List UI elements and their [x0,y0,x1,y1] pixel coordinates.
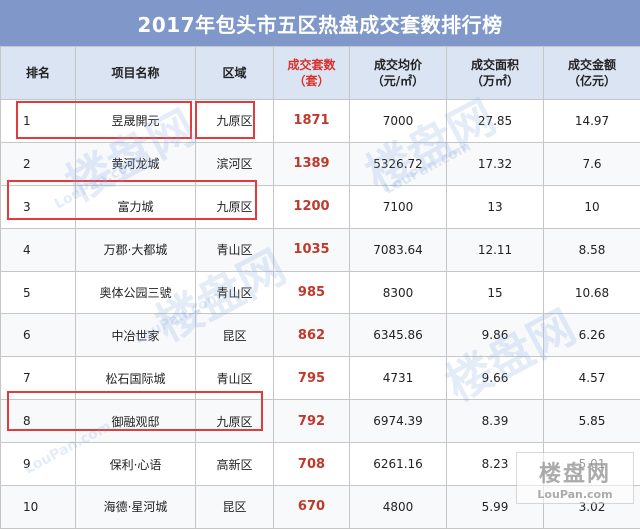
cell-project: 松石国际城 [76,357,196,400]
cell-price: 4800 [350,486,447,529]
cell-district: 九原区 [196,100,274,143]
cell-district: 青山区 [196,271,274,314]
cell-deals: 1389 [274,142,350,185]
header-rank: 排名 [1,47,76,100]
cell-price: 7100 [350,185,447,228]
cell-district: 青山区 [196,357,274,400]
cell-price: 7083.64 [350,228,447,271]
cell-amount: 5.85 [544,400,640,443]
table-row: 2 黄河龙城 滨河区 1389 5326.72 17.32 7.6 [1,142,640,185]
cell-amount: 6.26 [544,314,640,357]
cell-deals: 792 [274,400,350,443]
cell-area: 8.39 [447,400,544,443]
cell-area: 13 [447,185,544,228]
cell-deals: 985 [274,271,350,314]
cell-area: 9.86 [447,314,544,357]
cell-deals: 1200 [274,185,350,228]
cell-deals: 670 [274,486,350,529]
header-amount: 成交金额（亿元） [544,47,640,100]
header-price: 成交均价（元/㎡） [350,47,447,100]
cell-district: 青山区 [196,228,274,271]
cell-rank: 4 [1,228,76,271]
cell-rank: 5 [1,271,76,314]
cell-area: 9.66 [447,357,544,400]
header-project: 项目名称 [76,47,196,100]
cell-amount: 4.57 [544,357,640,400]
cell-area: 15 [447,271,544,314]
cell-project: 万郡·大都城 [76,228,196,271]
cell-area: 12.11 [447,228,544,271]
cell-district: 昆区 [196,314,274,357]
header-area: 成交面积（万㎡） [447,47,544,100]
cell-district: 九原区 [196,400,274,443]
cell-area: 17.32 [447,142,544,185]
cell-rank: 8 [1,400,76,443]
cell-amount: 10 [544,185,640,228]
header-row: 排名 项目名称 区域 成交套数（套） 成交均价（元/㎡） 成交面积（万㎡） 成交… [1,47,640,100]
cell-price: 4731 [350,357,447,400]
cell-amount: 10.68 [544,271,640,314]
cell-amount: 8.58 [544,228,640,271]
cell-deals: 708 [274,443,350,486]
header-deals: 成交套数（套） [274,47,350,100]
cell-rank: 1 [1,100,76,143]
cell-deals: 795 [274,357,350,400]
header-district: 区域 [196,47,274,100]
ranking-table-page: 2017年包头市五区热盘成交套数排行榜 排名 项目名称 区域 成交套数（套） 成… [0,0,640,518]
logo-url: LouPan.com [537,488,612,501]
table-row: 8 御融观邸 九原区 792 6974.39 8.39 5.85 [1,400,640,443]
cell-rank: 7 [1,357,76,400]
cell-project: 富力城 [76,185,196,228]
table-row: 3 富力城 九原区 1200 7100 13 10 [1,185,640,228]
table-row: 4 万郡·大都城 青山区 1035 7083.64 12.11 8.58 [1,228,640,271]
cell-price: 6261.16 [350,443,447,486]
cell-price: 6345.86 [350,314,447,357]
cell-rank: 10 [1,486,76,529]
loupan-logo: 楼盘网 LouPan.com [516,452,634,504]
cell-deals: 862 [274,314,350,357]
cell-project: 保利·心语 [76,443,196,486]
cell-project: 昱晟開元 [76,100,196,143]
cell-area: 27.85 [447,100,544,143]
cell-amount: 14.97 [544,100,640,143]
table-row: 7 松石国际城 青山区 795 4731 9.66 4.57 [1,357,640,400]
cell-project: 御融观邸 [76,400,196,443]
cell-rank: 6 [1,314,76,357]
cell-district: 九原区 [196,185,274,228]
table-title: 2017年包头市五区热盘成交套数排行榜 [0,0,640,46]
cell-project: 海德·星河城 [76,486,196,529]
cell-district: 高新区 [196,443,274,486]
table-row: 1 昱晟開元 九原区 1871 7000 27.85 14.97 [1,100,640,143]
cell-price: 8300 [350,271,447,314]
cell-project: 黄河龙城 [76,142,196,185]
table-row: 5 奥体公园三號 青山区 985 8300 15 10.68 [1,271,640,314]
cell-district: 昆区 [196,486,274,529]
cell-project: 中冶世家 [76,314,196,357]
cell-deals: 1035 [274,228,350,271]
logo-text: 楼盘网 [539,456,611,488]
cell-project: 奥体公园三號 [76,271,196,314]
cell-amount: 7.6 [544,142,640,185]
cell-price: 5326.72 [350,142,447,185]
cell-rank: 3 [1,185,76,228]
table-row: 6 中冶世家 昆区 862 6345.86 9.86 6.26 [1,314,640,357]
cell-rank: 9 [1,443,76,486]
cell-deals: 1871 [274,100,350,143]
cell-price: 7000 [350,100,447,143]
cell-price: 6974.39 [350,400,447,443]
cell-rank: 2 [1,142,76,185]
cell-district: 滨河区 [196,142,274,185]
